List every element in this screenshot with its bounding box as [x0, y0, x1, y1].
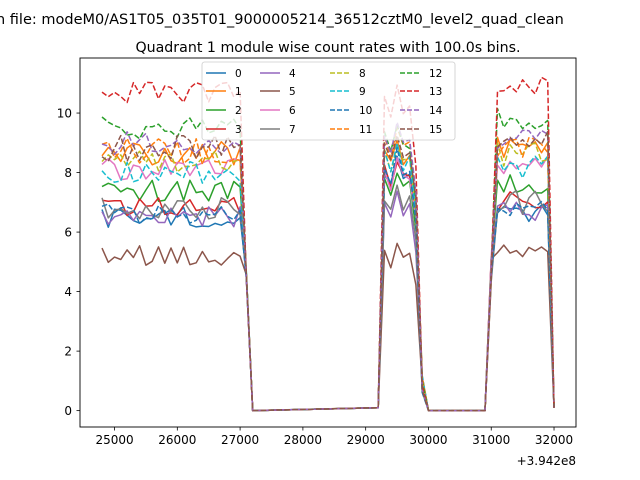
legend-entry: 14 — [400, 105, 443, 117]
x-tick-label: 27000 — [221, 433, 259, 447]
x-tick-label: 32000 — [535, 433, 573, 447]
series-line-13 — [101, 76, 555, 412]
x-tick-label: 29000 — [347, 433, 385, 447]
legend-entry: 2 — [206, 105, 242, 117]
series-line-9 — [101, 142, 555, 412]
legend-label: 4 — [289, 68, 296, 80]
legend-label: 11 — [359, 124, 372, 136]
legend-label: 1 — [235, 86, 242, 98]
x-tick-label: 30000 — [409, 433, 447, 447]
legend-label: 2 — [235, 105, 242, 117]
x-tick-label: 25000 — [95, 433, 133, 447]
y-tick-label: 0 — [64, 404, 72, 418]
legend-box — [201, 61, 456, 141]
legend-entry: 7 — [260, 124, 296, 136]
legend-label: 14 — [429, 105, 443, 117]
legend-entry: 11 — [330, 124, 372, 136]
x-offset-label: +3.942e8 — [517, 454, 576, 468]
legend-label: 0 — [235, 68, 242, 80]
legend-entry: 1 — [206, 86, 242, 98]
series-line-15 — [101, 130, 555, 412]
legend-entry: 15 — [400, 124, 442, 136]
series-line-11 — [101, 126, 555, 412]
figure-suptitle: n file: modeM0/AS1T05_035T01_9000005214_… — [0, 12, 564, 28]
legend-label: 9 — [359, 86, 366, 98]
legend-entry: 0 — [206, 68, 242, 80]
x-axis: 25000 26000 27000 28000 29000 30000 31000 32000 — [95, 427, 573, 447]
series-line-5 — [101, 242, 555, 412]
plot-frame — [79, 57, 577, 428]
legend-label: 6 — [289, 105, 296, 117]
legend-entry: 9 — [330, 86, 366, 98]
chart-title: Quadrant 1 module wise count rates with … — [135, 40, 520, 56]
series-line-10 — [101, 147, 555, 412]
legend-label: 5 — [289, 86, 296, 98]
x-tick-label: 28000 — [284, 433, 322, 447]
legend-entry: 3 — [206, 124, 242, 136]
y-tick-label: 6 — [64, 225, 72, 239]
legend-label: 10 — [359, 105, 372, 117]
legend-entry: 13 — [400, 86, 442, 98]
legend-label: 7 — [289, 124, 296, 136]
legend-label: 3 — [235, 124, 242, 136]
y-tick-label: 10 — [57, 106, 72, 120]
legend-entry: 6 — [260, 105, 296, 117]
y-tick-label: 4 — [64, 285, 72, 299]
legend-entry: 12 — [400, 68, 442, 80]
x-tick-label: 26000 — [158, 433, 196, 447]
series-line-12 — [101, 107, 555, 412]
series-line-14 — [101, 121, 555, 412]
y-axis: 0 2 4 6 8 10 — [57, 106, 80, 418]
legend-entry: 5 — [260, 86, 296, 98]
y-tick-label: 2 — [64, 344, 72, 358]
legend-label: 13 — [429, 86, 442, 98]
y-tick-label: 8 — [64, 166, 72, 180]
legend-entry: 8 — [330, 68, 366, 80]
x-tick-label: 31000 — [472, 433, 510, 447]
series-layer — [101, 76, 555, 412]
legend-label: 15 — [429, 124, 442, 136]
legend-entry: 10 — [330, 105, 372, 117]
legend-entry: 4 — [260, 68, 296, 80]
legend-label: 8 — [359, 68, 366, 80]
legend-label: 12 — [429, 68, 442, 80]
